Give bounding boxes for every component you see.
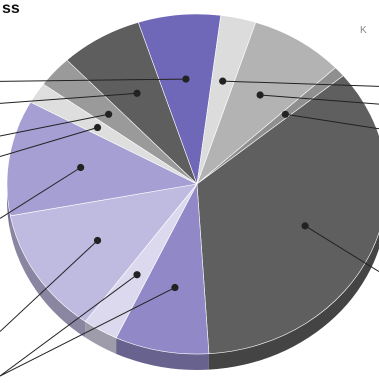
pie-slice-6 — [10, 183, 198, 322]
pie-slice-4 — [115, 182, 210, 355]
leader-line-3 — [304, 225, 379, 273]
leader-dot-10 — [133, 89, 141, 97]
leader-dot-7 — [77, 163, 85, 172]
leader-dot-1 — [256, 91, 264, 99]
pie-slice-side-6 — [10, 215, 86, 338]
leader-dot-3 — [301, 222, 309, 230]
leader-line-10 — [0, 92, 138, 104]
pie-slice-side-4 — [116, 337, 209, 370]
pie-slices — [6, 13, 379, 370]
leader-dot-11 — [182, 75, 190, 83]
leader-dot-12 — [219, 77, 227, 85]
leader-line-12 — [222, 80, 379, 87]
leader-dot-9 — [105, 110, 113, 118]
pie-slice-12 — [196, 15, 257, 185]
leader-line-9 — [0, 113, 109, 137]
leader-dot-6 — [93, 236, 102, 245]
pie-slice-side-5 — [85, 321, 117, 354]
leader-dot-4 — [171, 283, 179, 292]
pie-slice-side-3 — [208, 232, 379, 370]
leader-dot-8 — [93, 123, 102, 132]
leader-dot-2 — [281, 110, 289, 118]
slice-label-k: K — [360, 25, 367, 36]
pie-slice-7 — [6, 101, 198, 217]
pie-slice-1 — [196, 21, 336, 185]
leader-line-1 — [260, 94, 379, 105]
leader-line-6 — [0, 240, 98, 332]
leader-line-11 — [0, 78, 186, 82]
chart-title: ss — [2, 0, 20, 17]
leader-line-8 — [0, 127, 98, 157]
leader-line-7 — [0, 167, 81, 219]
leader-dot-5 — [133, 271, 141, 279]
leader-line-2 — [285, 113, 379, 130]
leader-line-5 — [0, 274, 138, 377]
leader-lines — [0, 75, 379, 377]
pie-slice-3 — [196, 75, 379, 354]
leader-line-4 — [0, 287, 176, 377]
